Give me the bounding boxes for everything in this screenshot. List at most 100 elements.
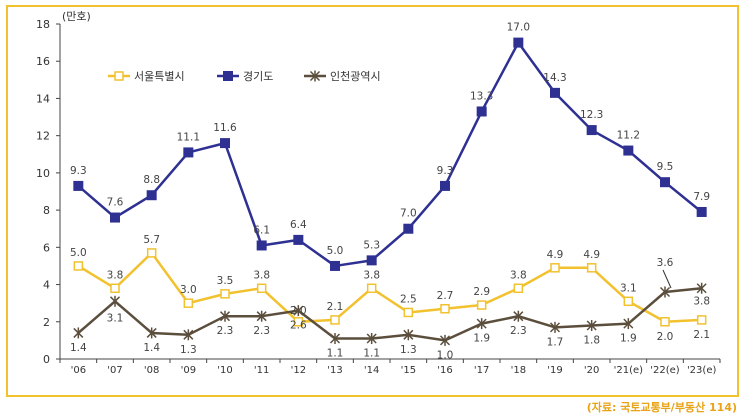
data-point-0 <box>696 315 707 325</box>
data-point-2 <box>549 321 561 333</box>
data-label: 3.8 <box>253 269 270 281</box>
y-tick-label: 0 <box>43 353 50 366</box>
x-tick-label: '13 <box>327 365 342 376</box>
legend-label: 경기도 <box>243 70 273 83</box>
data-point-2 <box>219 310 231 322</box>
data-point-0 <box>220 289 230 299</box>
data-label: 4.9 <box>583 249 600 261</box>
data-point-0 <box>586 263 597 273</box>
x-tick-label: '20 <box>584 365 599 376</box>
data-label: 3.1 <box>620 282 637 294</box>
data-label: 3.5 <box>217 275 234 287</box>
data-point-2 <box>73 327 84 339</box>
data-label: 3.6 <box>657 257 674 269</box>
data-label: 9.3 <box>437 165 454 177</box>
data-label: 1.4 <box>70 342 87 354</box>
x-tick-label: '16 <box>437 365 452 376</box>
data-point-2 <box>513 310 524 322</box>
legend-label: 서울특별시 <box>134 70 185 83</box>
legend-marker <box>223 71 233 81</box>
data-label: 2.7 <box>437 290 454 302</box>
data-label: 2.0 <box>657 331 674 343</box>
x-tick-label: '07 <box>107 365 122 376</box>
data-label: 5.0 <box>70 247 87 259</box>
legend-marker <box>309 70 321 82</box>
data-point-1 <box>586 125 597 136</box>
data-label: 7.0 <box>400 208 417 220</box>
data-point-1 <box>183 147 194 158</box>
x-tick-label: '15 <box>401 365 416 376</box>
data-label: 4.9 <box>547 249 564 261</box>
data-point-1 <box>696 206 707 217</box>
data-label: 3.1 <box>107 312 124 324</box>
data-point-1 <box>330 260 340 271</box>
data-point-2 <box>696 282 707 294</box>
data-label: 2.3 <box>217 325 234 337</box>
series-layer <box>73 37 707 346</box>
data-point-2 <box>293 305 304 317</box>
data-label: 5.3 <box>363 239 380 251</box>
data-point-0 <box>183 298 194 308</box>
data-label: 3.8 <box>107 269 124 281</box>
label-leader-line <box>662 269 672 289</box>
data-label: 1.9 <box>473 333 490 345</box>
data-point-2 <box>329 333 341 345</box>
x-tick-label: '14 <box>364 365 379 376</box>
x-tick-label: '12 <box>291 365 306 376</box>
data-point-0 <box>623 296 634 307</box>
data-point-2 <box>109 295 121 307</box>
data-label: 2.5 <box>400 293 417 305</box>
data-point-0 <box>476 300 487 310</box>
data-label: 1.1 <box>327 348 344 360</box>
data-label: 3.0 <box>180 284 197 296</box>
x-tick-label: '10 <box>217 365 232 376</box>
data-point-1 <box>623 145 634 156</box>
data-point-1 <box>293 234 304 245</box>
data-label: 5.7 <box>143 234 160 246</box>
data-point-2 <box>623 318 634 330</box>
data-point-1 <box>513 37 524 48</box>
data-point-1 <box>476 106 487 117</box>
data-label: 2.6 <box>290 320 307 332</box>
x-tick-label: '22(e) <box>650 365 680 376</box>
legend: 서울특별시 경기도 인천광역시 <box>108 69 381 83</box>
data-point-2 <box>366 333 377 345</box>
x-tick-label: '18 <box>511 365 526 376</box>
data-point-1 <box>110 212 120 223</box>
data-point-2 <box>256 310 267 322</box>
data-label: 11.6 <box>213 122 237 134</box>
unit-label: (만호) <box>62 10 91 23</box>
data-label: 1.1 <box>363 348 380 360</box>
data-point-1 <box>256 240 267 251</box>
data-point-2 <box>146 327 157 339</box>
data-point-0 <box>293 317 304 327</box>
series-line-1 <box>77 41 703 268</box>
data-label: 1.7 <box>547 336 564 348</box>
data-point-1 <box>660 177 670 188</box>
data-label: 17.0 <box>507 22 530 34</box>
data-point-0 <box>256 283 267 294</box>
data-label: 14.3 <box>543 72 566 84</box>
data-point-1 <box>550 87 560 98</box>
data-point-2 <box>403 329 414 341</box>
data-label: 2.1 <box>693 329 710 341</box>
y-tick-label: 16 <box>36 55 50 68</box>
y-tick-label: 14 <box>36 92 50 105</box>
data-point-1 <box>366 255 377 266</box>
data-label: 9.5 <box>657 161 674 173</box>
data-label: 11.1 <box>177 131 200 143</box>
data-point-2 <box>439 334 451 346</box>
data-point-0 <box>146 248 157 258</box>
x-tick-label: '17 <box>474 365 489 376</box>
legend-label: 인천광역시 <box>330 69 381 83</box>
data-point-0 <box>403 307 414 318</box>
x-tick-label: '09 <box>181 365 196 376</box>
data-label: 3.8 <box>693 295 710 307</box>
data-point-0 <box>366 283 377 294</box>
data-label: 12.3 <box>580 109 603 121</box>
y-tick-label: 10 <box>36 167 50 180</box>
data-label: 2.3 <box>510 325 527 337</box>
data-point-2 <box>586 320 597 331</box>
data-point-0 <box>550 263 560 273</box>
x-tick-label: '06 <box>71 365 86 376</box>
